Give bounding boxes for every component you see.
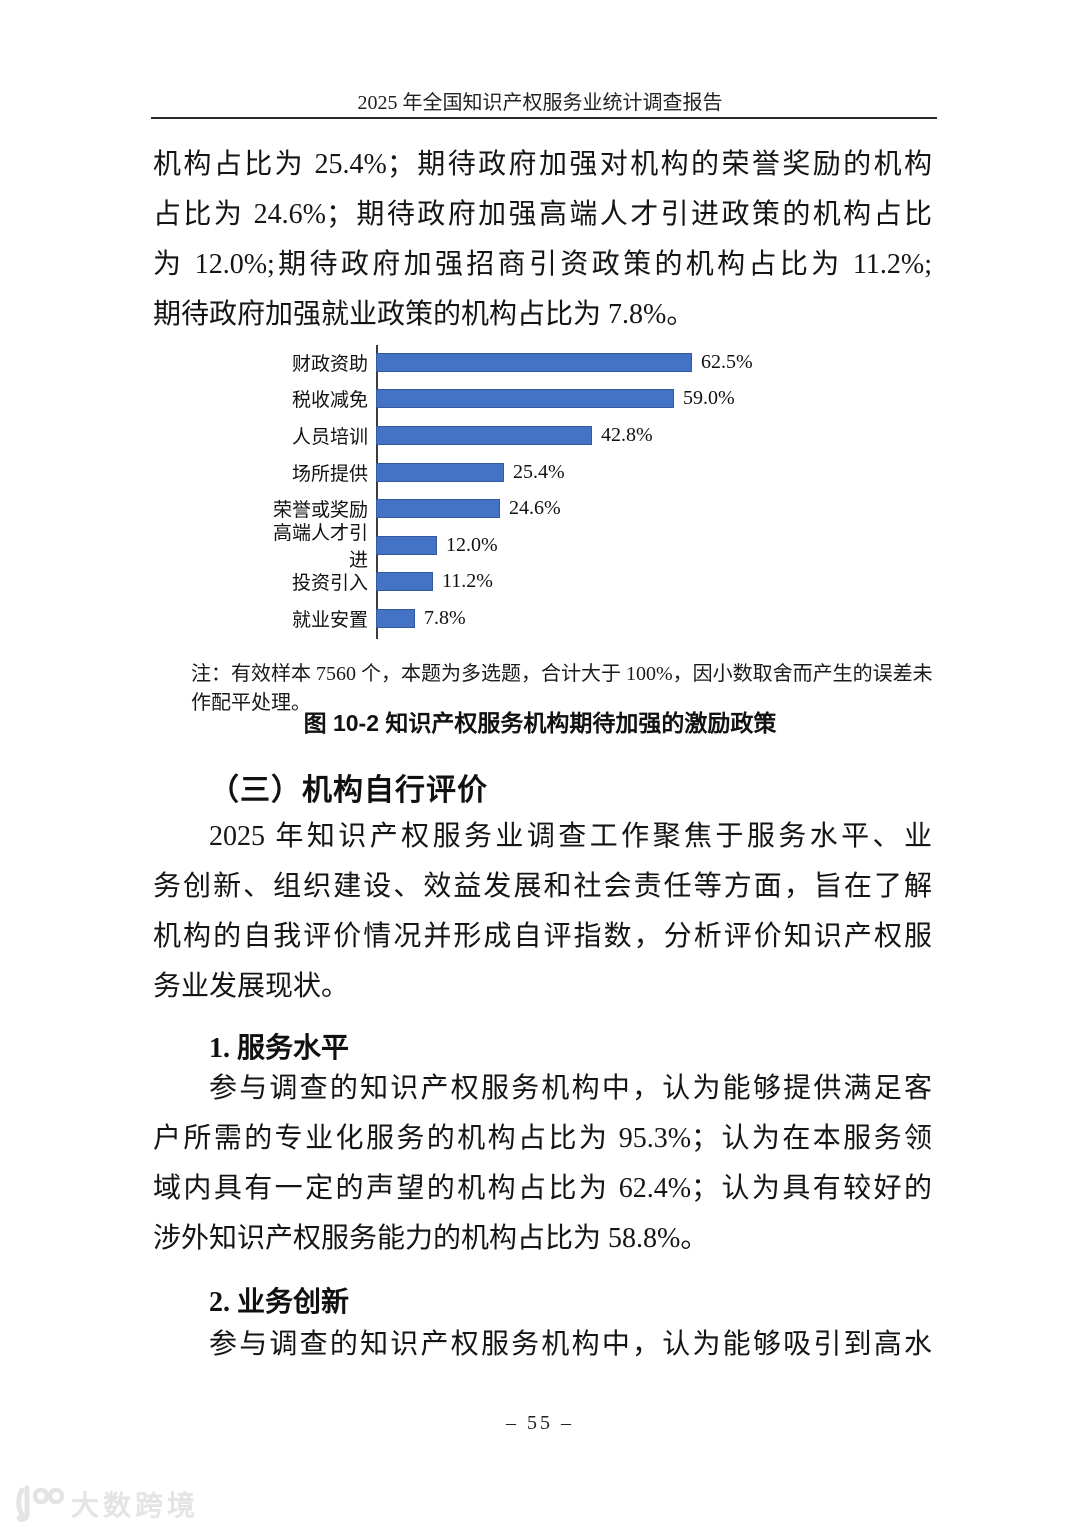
chart-category-label: 财政资助 xyxy=(291,353,368,375)
chart-bar xyxy=(376,608,415,628)
header-rule xyxy=(151,117,937,119)
chart-row: 财政资助 62.5% xyxy=(255,344,835,381)
section-heading-self-evaluation: （三）机构自行评价 xyxy=(209,774,488,807)
chart-row: 高端人才引进 12.0% xyxy=(255,523,835,571)
text-line: 机构的自我评价情况并形成自评指数，分析评价知识产权服 xyxy=(153,921,932,952)
chart-y-axis xyxy=(376,345,378,639)
paragraph-incentive-stats: 机构占比为 25.4%；期待政府加强对机构的荣誉奖励的机构 占比为 24.6%；期… xyxy=(153,140,932,340)
chart-value-label: 12.0% xyxy=(446,533,498,556)
chart-bar xyxy=(376,425,592,445)
chart-row: 投资引入 11.2% xyxy=(255,564,835,601)
watermark-logo-icon xyxy=(16,1485,64,1522)
subheading-service-level: 1. 服务水平 xyxy=(209,1033,350,1064)
chart-value-label: 24.6% xyxy=(509,497,561,520)
text-line: 2025 年知识产权服务业调查工作聚焦于服务水平、业 xyxy=(209,821,932,852)
chart-value-label: 7.8% xyxy=(424,606,466,629)
chart-row: 税收减免 59.0% xyxy=(255,381,835,418)
running-header: 2025 年全国知识产权服务业统计调查报告 xyxy=(357,92,723,114)
watermark: 大数跨境 xyxy=(14,1484,199,1524)
chart-row: 人员培训 42.8% xyxy=(255,417,835,454)
chart-row: 场所提供 25.4% xyxy=(255,454,835,491)
chart-rows: 财政资助 62.5% 税收减免 59.0% 人员培训 42.8% 场所提供 25.4% 荣誉或奖… xyxy=(255,344,835,637)
bar-chart-figure: 财政资助 62.5% 税收减免 59.0% 人员培训 42.8% 场所提供 25.4% 荣誉或奖… xyxy=(255,344,835,644)
chart-value-label: 42.8% xyxy=(601,423,653,446)
chart-category-label: 人员培训 xyxy=(291,426,368,448)
chart-bar xyxy=(376,499,500,519)
text-line: 期待政府加强就业政策的机构占比为 7.8%。 xyxy=(153,299,695,330)
chart-note: 注：有效样本 7560 个，本题为多选题，合计大于 100%，因小数取舍而产生的… xyxy=(191,663,933,714)
chart-value-label: 25.4% xyxy=(513,460,565,483)
chart-category-label: 高端人才引进 xyxy=(272,523,368,572)
subheading-business-innovation: 2. 业务创新 xyxy=(209,1287,350,1318)
chart-category-label: 税收减免 xyxy=(291,390,368,412)
text-line: 参与调查的知识产权服务机构中，认为能够提供满足客 xyxy=(209,1073,932,1104)
chart-row: 就业安置 7.8% xyxy=(255,600,835,637)
paragraph-business-innovation: 参与调查的知识产权服务机构中，认为能够吸引到高水 xyxy=(153,1320,932,1370)
chart-value-label: 59.0% xyxy=(683,387,735,410)
paragraph-service-level: 参与调查的知识产权服务机构中，认为能够提供满足客户所需的专业化服务的机构占比为 … xyxy=(153,1064,932,1264)
chart-value-label: 11.2% xyxy=(442,570,493,593)
text-line: 为 12.0%;期待政府加强招商引资政策的机构占比为 11.2%; xyxy=(153,249,932,280)
page-number: – 55 – xyxy=(506,1412,574,1434)
chart-category-label: 荣誉或奖励 xyxy=(272,500,368,522)
watermark-label: 大数跨境 xyxy=(71,1490,200,1521)
paragraph-overview: 2025 年知识产权服务业调查工作聚焦于服务水平、业务创新、组织建设、效益发展和… xyxy=(153,812,932,1012)
text-line: 参与调查的知识产权服务机构中，认为能够吸引到高水 xyxy=(209,1329,932,1360)
chart-category-label: 投资引入 xyxy=(291,573,368,595)
text-line: 域内具有一定的声望的机构占比为 62.4%；认为具有较好的 xyxy=(153,1173,932,1204)
text-line: 务业发展现状。 xyxy=(153,971,350,1002)
text-line: 机构占比为 25.4%；期待政府加强对机构的荣誉奖励的机构 xyxy=(153,149,932,180)
chart-row: 荣誉或奖励 24.6% xyxy=(255,490,835,527)
chart-bar xyxy=(376,572,433,592)
chart-bar xyxy=(376,352,692,372)
chart-category-label: 场所提供 xyxy=(291,463,368,485)
chart-category-label: 就业安置 xyxy=(291,609,368,631)
text-line: 涉外知识产权服务能力的机构占比为 58.8%。 xyxy=(153,1223,709,1254)
chart-bar xyxy=(376,389,674,409)
chart-value-label: 62.5% xyxy=(701,350,753,373)
text-line: 务创新、组织建设、效益发展和社会责任等方面，旨在了解 xyxy=(153,871,932,902)
chart-bar xyxy=(376,462,504,482)
figure-caption: 图 10-2 知识产权服务机构期待加强的激励政策 xyxy=(303,710,777,736)
chart-bar xyxy=(376,535,437,555)
text-line: 占比为 24.6%；期待政府加强高端人才引进政策的机构占比 xyxy=(153,199,932,230)
text-line: 户所需的专业化服务的机构占比为 95.3%；认为在本服务领 xyxy=(153,1123,932,1154)
